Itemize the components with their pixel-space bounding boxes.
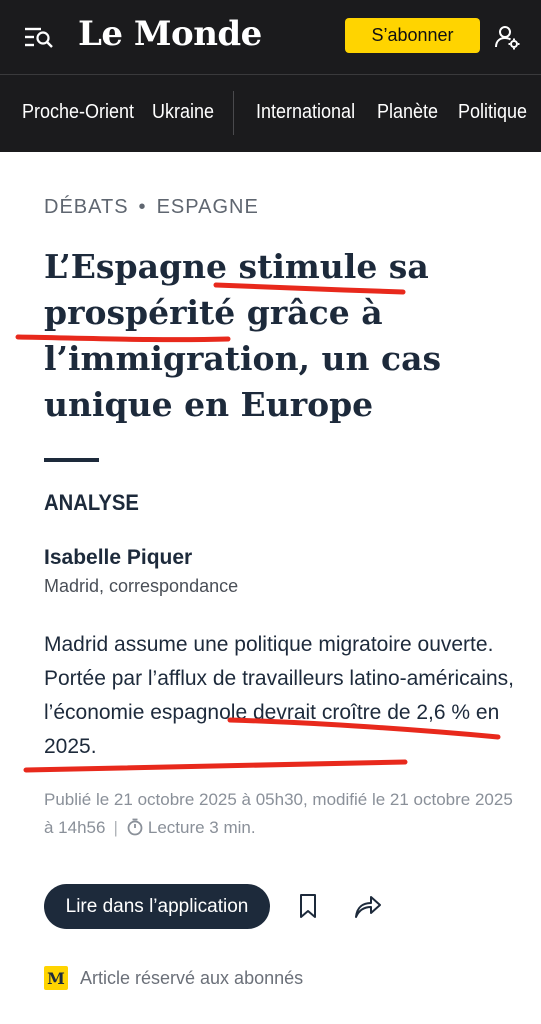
bookmark-icon[interactable] xyxy=(297,893,319,919)
publish-date: Publié le 21 octobre 2025 à 05h30, modif… xyxy=(44,790,513,837)
meta-separator: | xyxy=(113,818,118,837)
nav-item-planete[interactable]: Planète xyxy=(377,101,439,123)
nav-item-ukraine[interactable]: Ukraine xyxy=(152,101,215,123)
account-settings-icon[interactable] xyxy=(494,24,520,50)
breadcrumb-separator: • xyxy=(138,196,147,218)
article-meta: Publié le 21 octobre 2025 à 05h30, modif… xyxy=(44,786,514,842)
breadcrumb: DÉBATS • ESPAGNE xyxy=(44,196,259,219)
subscriber-only-label: Article réservé aux abonnés xyxy=(80,968,304,988)
top-bar: Le Monde S’abonner xyxy=(0,0,541,75)
share-icon[interactable] xyxy=(353,893,383,919)
site-logo[interactable]: Le Monde xyxy=(78,14,262,54)
nav-item-politique[interactable]: Politique xyxy=(458,101,528,123)
subscribe-button[interactable]: S’abonner xyxy=(345,18,480,53)
stopwatch-icon xyxy=(127,818,143,836)
nav-divider xyxy=(233,91,234,135)
article-label: ANALYSE xyxy=(44,490,139,515)
section-nav: Proche-Orient Ukraine International Plan… xyxy=(0,75,541,152)
subscriber-badge-icon: M xyxy=(44,966,68,990)
read-in-app-button[interactable]: Lire dans l’application xyxy=(44,884,270,929)
author-name[interactable]: Isabelle Piquer xyxy=(44,546,193,569)
nav-item-international[interactable]: International xyxy=(256,101,356,123)
reading-time: Lecture 3 min. xyxy=(147,818,256,837)
menu-search-icon[interactable] xyxy=(24,26,54,48)
title-divider xyxy=(44,458,99,462)
author-role: Madrid, correspondance xyxy=(44,576,239,596)
article-lede: Madrid assume une politique migratoire o… xyxy=(44,633,514,758)
breadcrumb-section[interactable]: DÉBATS xyxy=(44,196,129,218)
breadcrumb-topic[interactable]: ESPAGNE xyxy=(156,196,259,218)
nav-item-proche-orient[interactable]: Proche-Orient xyxy=(22,101,135,123)
article-title: L’Espagne stimule sa prospérité grâce à … xyxy=(44,247,442,424)
